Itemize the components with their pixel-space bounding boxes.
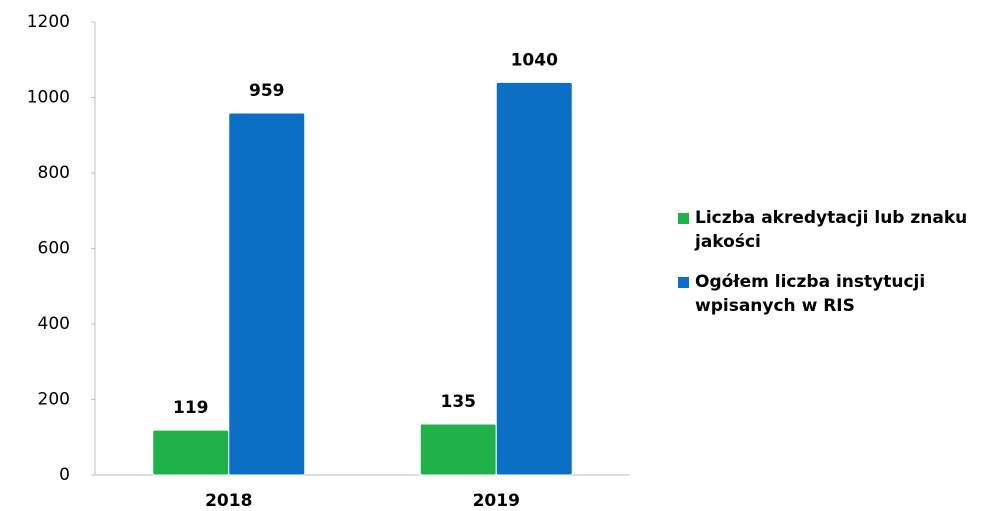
bar (495, 81, 573, 476)
legend-swatch (678, 213, 689, 224)
data-label: 135 (441, 392, 477, 412)
x-tick-label: 2019 (473, 491, 520, 511)
legend-item: Ogółem liczba instytucji wpisanych w RIS (678, 270, 978, 318)
y-tick-label: 0 (59, 465, 70, 485)
legend-label: Ogółem liczba instytucji wpisanych w RIS (695, 272, 926, 316)
data-label: 959 (249, 81, 285, 101)
y-tick-label: 400 (38, 314, 70, 334)
legend-item: Liczba akredytacji lub znaku jakości (678, 206, 978, 254)
legend-label: Liczba akredytacji lub znaku jakości (695, 208, 968, 252)
legend: Liczba akredytacji lub znaku jakości Ogół… (678, 206, 978, 334)
y-tick-label: 200 (38, 390, 70, 410)
legend-swatch (678, 277, 689, 288)
y-tick-label: 600 (38, 239, 70, 259)
bar (152, 429, 230, 476)
y-tick-label: 800 (38, 163, 70, 183)
data-label: 1040 (511, 50, 558, 70)
y-tick-label: 1000 (27, 88, 70, 108)
bar (228, 112, 306, 476)
data-label: 119 (173, 398, 209, 418)
x-tick-label: 2018 (205, 491, 252, 511)
y-tick-label: 1200 (27, 12, 70, 32)
bar (419, 423, 497, 476)
